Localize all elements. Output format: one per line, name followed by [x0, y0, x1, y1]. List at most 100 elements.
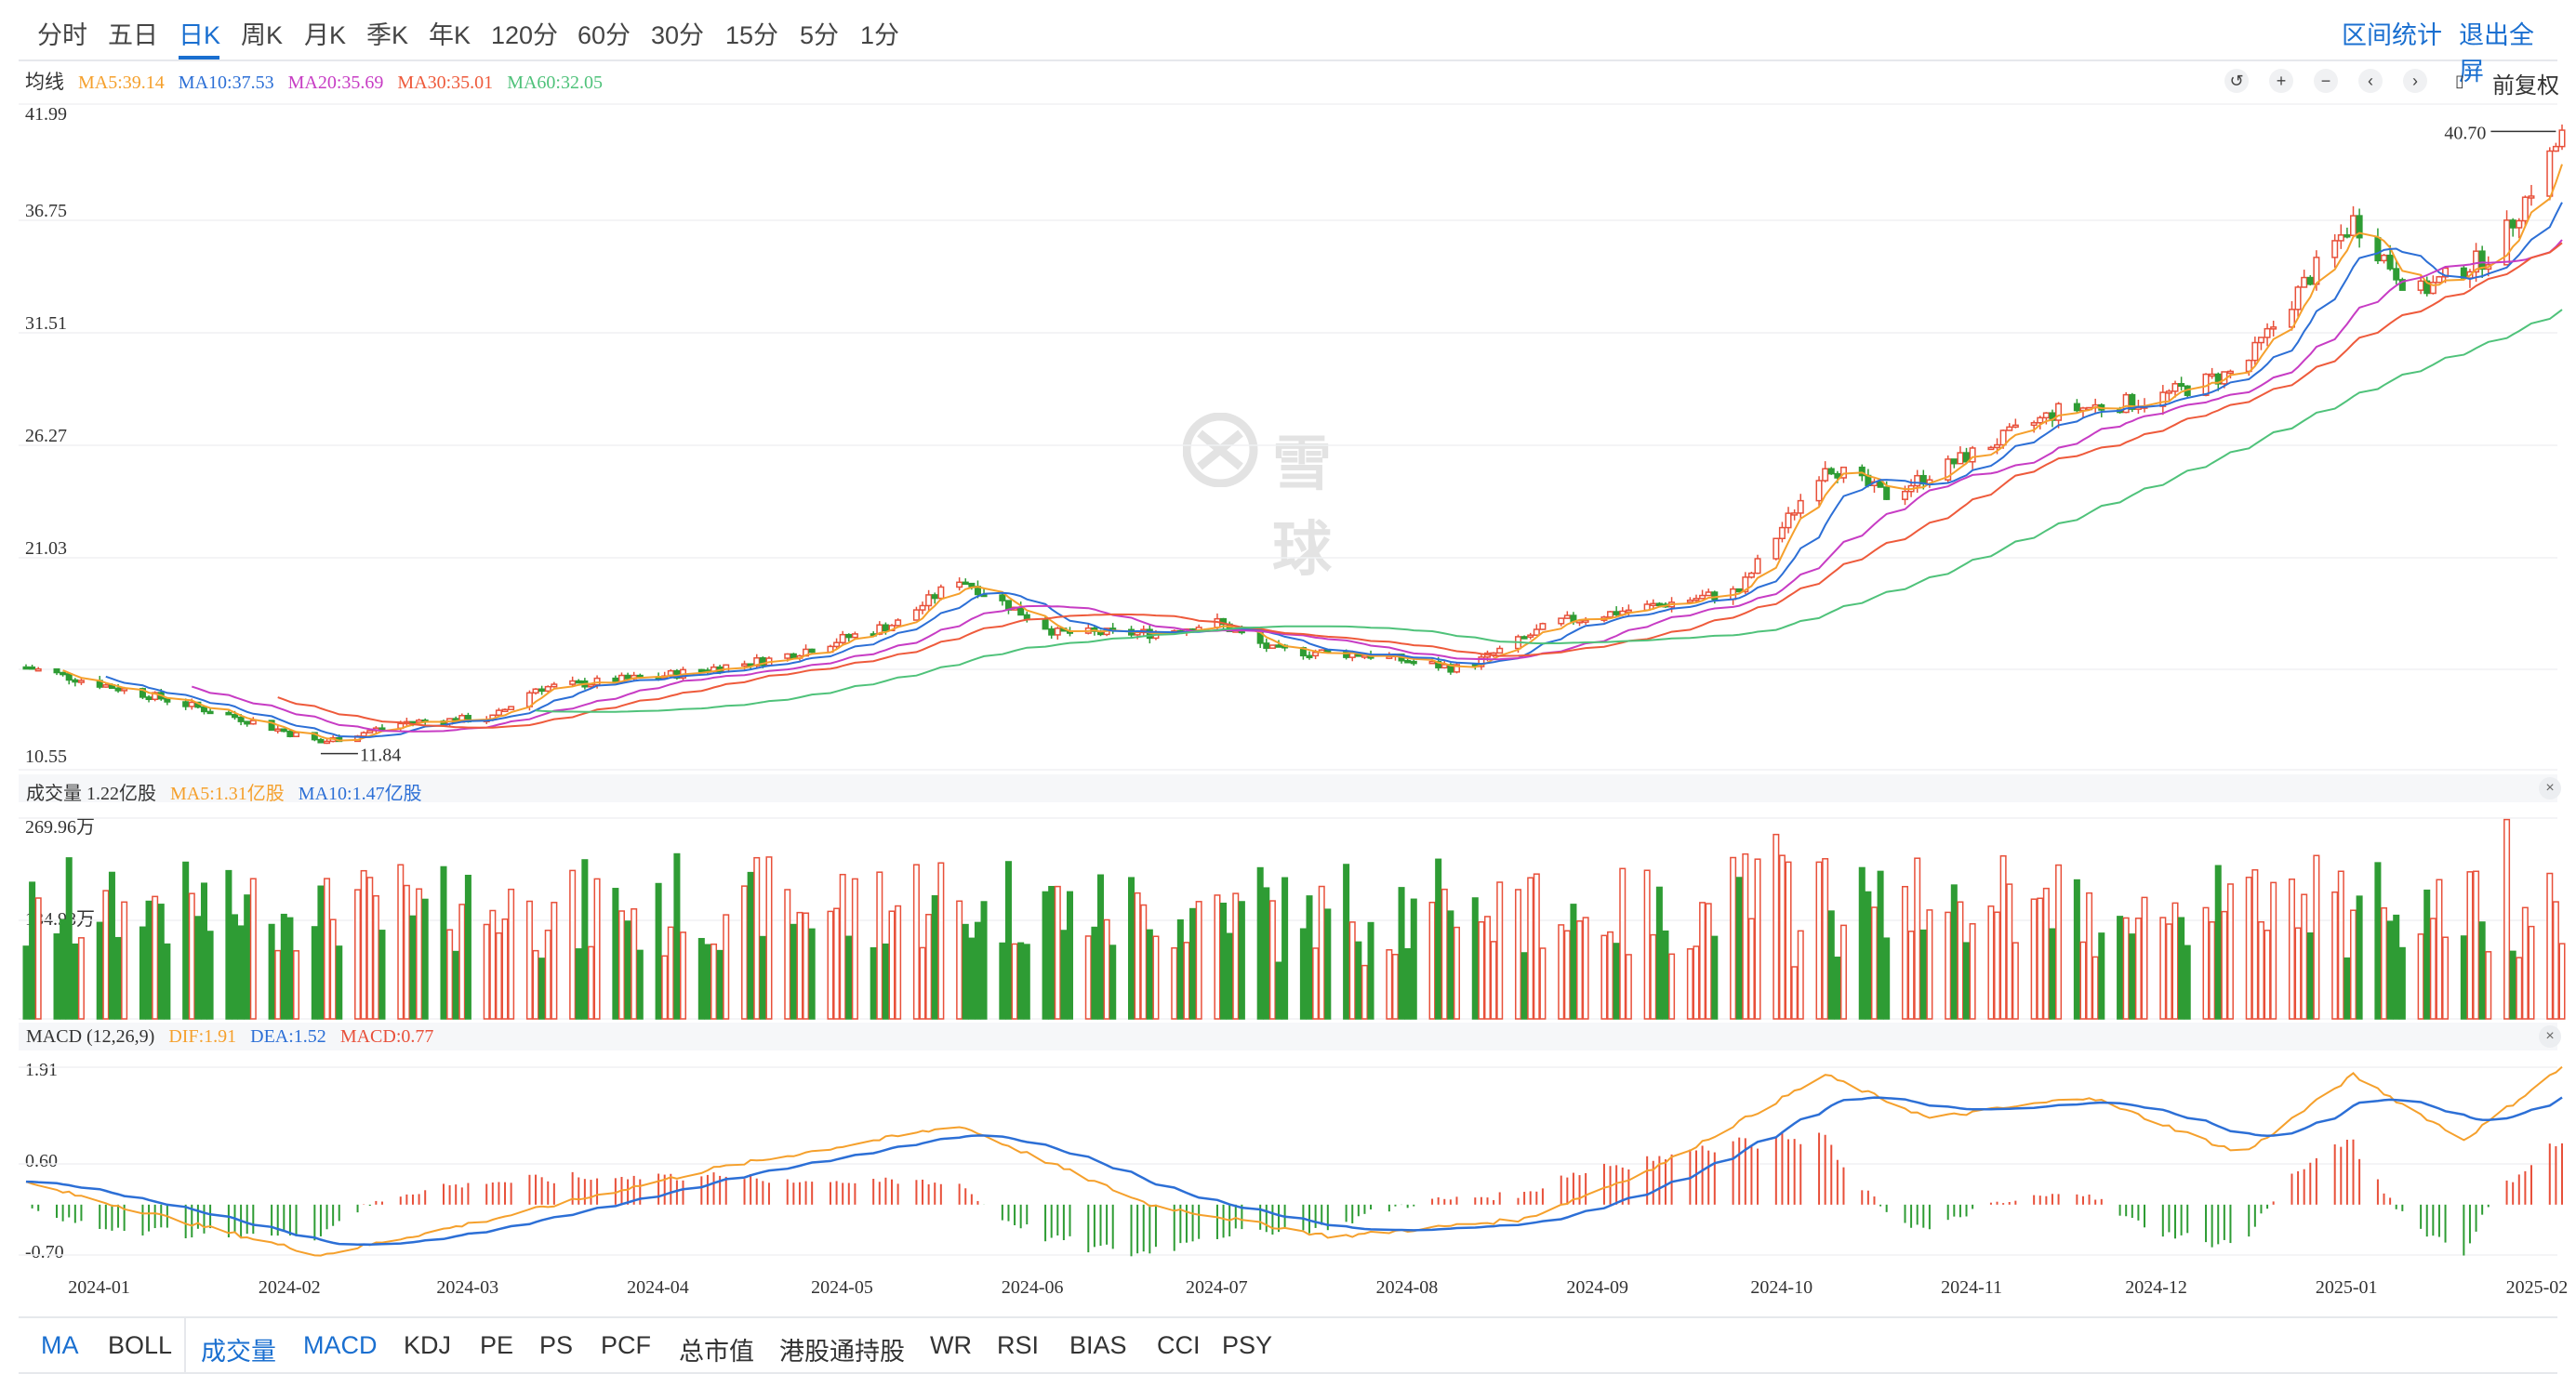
volume-bar — [2331, 891, 2339, 1020]
indicator-boll[interactable]: BOLL — [108, 1331, 173, 1359]
date-tick: 2024-08 — [1375, 1277, 1439, 1298]
period-tab-30min[interactable]: 30分 — [651, 21, 705, 49]
volume-bar — [225, 869, 232, 1020]
indicator-pe[interactable]: PE — [480, 1331, 514, 1359]
candle-body — [1945, 458, 1952, 481]
volume-bar — [661, 955, 669, 1020]
candle-body — [1453, 664, 1460, 673]
volume-bar — [22, 945, 30, 1020]
candle-body — [895, 619, 902, 627]
volume-bar — [2165, 923, 2172, 1020]
period-tab-daily[interactable]: 日K — [179, 21, 221, 49]
volume-bar — [1686, 948, 1693, 1020]
candle-body — [2042, 412, 2050, 419]
volume-bar — [2478, 921, 2486, 1020]
volume-bar — [827, 910, 834, 1020]
volume-bar — [2129, 933, 2136, 1020]
volume-bar — [962, 923, 969, 1020]
period-tab-weekly[interactable]: 周K — [241, 21, 284, 49]
volume-bar — [1410, 898, 1417, 1020]
candle-body — [366, 730, 374, 733]
dea-line — [25, 1096, 2563, 1246]
range-stats-button[interactable]: 区间统计 — [2342, 21, 2442, 49]
candle-body — [1747, 572, 1755, 578]
scroll-left-icon[interactable]: ‹ — [2358, 69, 2383, 93]
volume-bar — [2466, 871, 2474, 1020]
period-tab-monthly[interactable]: 月K — [304, 21, 347, 49]
volume-bar — [999, 942, 1006, 1020]
volume-bar — [980, 901, 988, 1020]
indicator-psy[interactable]: PSY — [1222, 1331, 1273, 1359]
undo-icon[interactable]: ↺ — [2224, 69, 2249, 93]
volume-bar — [2460, 935, 2467, 1020]
indicator-wr[interactable]: WR — [930, 1331, 972, 1359]
kline-chart[interactable]: 40.70 11.84 — [0, 0, 2576, 1311]
scroll-right-icon[interactable]: › — [2403, 69, 2427, 93]
candle-body — [962, 581, 969, 586]
candle-body — [1901, 490, 1909, 500]
indicator-ps[interactable]: PS — [539, 1331, 574, 1359]
candle-style-icon[interactable]: ▯ — [2455, 72, 2464, 90]
indicator-bias[interactable]: BIAS — [1069, 1331, 1127, 1359]
candle-body — [2503, 219, 2511, 266]
volume-bar — [1693, 945, 1700, 1020]
volume-bar — [1735, 877, 1743, 1020]
period-tab-quarterly[interactable]: 季K — [366, 21, 409, 49]
candle-body — [845, 633, 853, 639]
period-tab-yearly[interactable]: 年K — [429, 21, 471, 49]
volume-bar — [882, 943, 889, 1020]
close-macd-icon[interactable]: × — [2539, 1025, 2561, 1048]
period-tab-five-day[interactable]: 五日 — [108, 21, 158, 49]
period-tab-120min[interactable]: 120分 — [491, 21, 559, 49]
candle-body — [2006, 426, 2013, 431]
zoom-in-icon[interactable]: + — [2269, 69, 2293, 93]
volume-bar — [2257, 920, 2264, 1020]
macd-value: MACD:0.77 — [339, 1026, 434, 1047]
candle-body — [784, 653, 791, 659]
period-tab-intraday[interactable]: 分时 — [37, 21, 87, 49]
volume-bar — [808, 928, 816, 1020]
close-volume-icon[interactable]: × — [2539, 777, 2561, 799]
indicator-cci[interactable]: CCI — [1157, 1331, 1201, 1359]
volume-bar — [617, 910, 625, 1020]
volume-bar — [2386, 920, 2394, 1020]
indicator-kdj[interactable]: KDJ — [404, 1331, 452, 1359]
volume-bar — [1662, 930, 1669, 1020]
volume-bar — [1109, 945, 1117, 1020]
indicator-rsi[interactable]: RSI — [997, 1331, 1040, 1359]
volume-bar — [1348, 921, 1356, 1020]
volume-bar — [1870, 906, 1878, 1020]
volume-bar — [329, 918, 337, 1020]
volume-bar — [244, 894, 251, 1020]
period-tab-5min[interactable]: 5分 — [800, 21, 840, 49]
volume-bar — [1514, 889, 1522, 1020]
candle-body — [2030, 422, 2038, 427]
period-tab-15min[interactable]: 15分 — [725, 21, 779, 49]
volume-bar — [1742, 852, 1749, 1020]
zoom-out-icon[interactable]: − — [2314, 69, 2338, 93]
adjust-mode-selector[interactable]: 前复权 — [2492, 73, 2559, 99]
indicator-hk-connect[interactable]: 港股通持股 — [779, 1338, 905, 1366]
volume-bar — [1797, 930, 1804, 1020]
period-tab-1min[interactable]: 1分 — [860, 21, 900, 49]
indicator-volume[interactable]: 成交量 — [201, 1338, 276, 1366]
volume-bar — [2037, 897, 2044, 1020]
candle-body — [1963, 452, 1971, 463]
exit-fullscreen-button[interactable]: 退出全屏 — [2459, 21, 2534, 86]
volume-bar — [937, 862, 945, 1020]
candle-body — [1839, 466, 1847, 479]
volume-bar — [96, 921, 103, 1020]
candle-body — [293, 732, 300, 737]
indicator-market-cap[interactable]: 总市值 — [679, 1338, 754, 1366]
indicator-bar: MA BOLL 成交量 MACD KDJ PE PS PCF 总市值 港股通持股… — [19, 1316, 2557, 1374]
candle-body — [1625, 609, 1632, 614]
period-tab-60min[interactable]: 60分 — [578, 21, 631, 49]
candle-body — [2270, 326, 2277, 330]
volume-bar — [587, 945, 594, 1020]
indicator-ma[interactable]: MA — [41, 1331, 79, 1359]
indicator-pcf[interactable]: PCF — [601, 1331, 651, 1359]
volume-bar — [1478, 921, 1485, 1020]
indicator-macd[interactable]: MACD — [303, 1331, 378, 1359]
candle-body — [1914, 474, 1921, 487]
candle-body — [237, 716, 245, 722]
